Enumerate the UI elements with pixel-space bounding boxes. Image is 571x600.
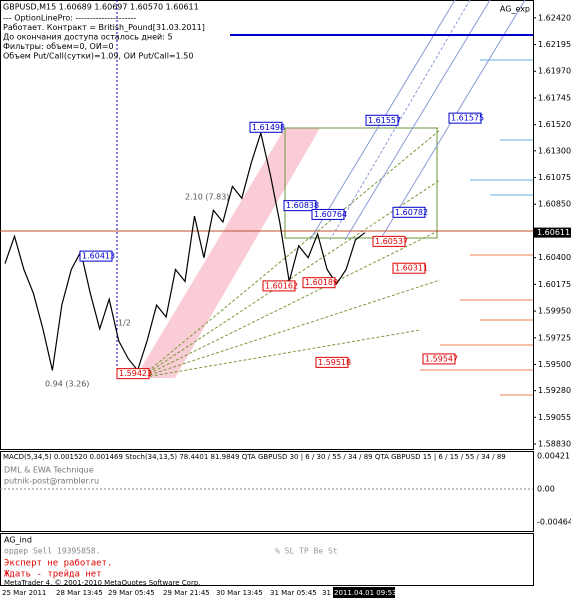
time-label: 28 Mar 13:45: [56, 589, 103, 597]
y-tick-label: 1.60175: [538, 280, 571, 289]
info-line: Работает. Контракт = British_Pound[31.03…: [3, 23, 205, 32]
level-box: [249, 121, 283, 133]
info-line: Объем Put/Call(сутки)=1.09, ОИ Put/Call=…: [3, 52, 193, 61]
level-box: [422, 353, 456, 365]
time-label: 29 Mar 05:45: [108, 589, 155, 597]
level-label: 1.60162: [265, 281, 298, 290]
level-label: 1.59547: [425, 354, 458, 363]
box: [284, 127, 438, 239]
y-tick-label: 1.59280: [538, 386, 571, 395]
time-label: 29 Mar 21:45: [163, 589, 210, 597]
time-label: 31: [322, 589, 331, 597]
expert-pane: [0, 533, 534, 586]
y-tick-label: 1.60400: [538, 253, 571, 262]
y-tick-label: 1.58830: [538, 440, 571, 449]
level-label: 1.61498: [252, 123, 285, 132]
y-tick-label: 1.59500: [538, 360, 571, 369]
time-label: 30 Mar 13:45: [216, 589, 263, 597]
macd-header: MACD(5,34,5) 0.001520 0.001469 Stoch(34,…: [3, 453, 506, 461]
indicator-name: AG_exp: [500, 5, 530, 14]
current-price-label: 1.60611: [537, 228, 570, 237]
level-box: [392, 206, 426, 218]
info-line: Фильтры: объем=0, ОИ=0: [3, 42, 114, 51]
expert-status: Эксперт не работает.: [4, 558, 112, 569]
level-label: 1.59423: [119, 369, 152, 378]
macd-tick: 0.00: [537, 485, 555, 494]
y-tick-label: 1.61075: [538, 173, 571, 182]
expert-name: AG_ind: [4, 536, 32, 545]
level-box: [262, 280, 296, 292]
expert-order: ордер Sell 19395858.: [4, 547, 100, 556]
volume-profile: [420, 254, 533, 396]
time-label: 31 Mar 05:45: [270, 589, 317, 597]
main-pane: [0, 0, 534, 450]
level-box: [79, 250, 113, 262]
info-line: До окончания доступа осталось дней: 5: [3, 33, 173, 42]
y-tick-label: 1.59725: [538, 333, 571, 342]
y-tick-label: 1.59055: [538, 413, 571, 422]
macd-pane: [0, 451, 534, 532]
y-tick-label: 1.59950: [538, 307, 571, 316]
annotation: 0.94 (3.26): [45, 380, 89, 389]
macd-tick: 0.00421: [537, 452, 570, 461]
level-box: [372, 235, 406, 247]
annotation: 1/2: [118, 319, 131, 328]
expert-columns: % SL TP Be St: [275, 547, 338, 556]
level-label: 1.60413: [82, 252, 115, 261]
level-box: [448, 112, 482, 124]
level-box: [315, 356, 349, 368]
level-label: 1.61557: [368, 116, 401, 125]
level-box: [311, 208, 345, 220]
y-tick-label: 1.62420: [538, 13, 571, 22]
level-box: [302, 277, 336, 289]
level-label: 1.60782: [395, 208, 428, 217]
y-tick-label: 1.60850: [538, 200, 571, 209]
price-line: [4, 130, 366, 372]
volume-profile-blue: [470, 59, 533, 196]
y-tick-label: 1.61300: [538, 146, 571, 155]
annotation: 2.10 (7.83): [185, 193, 229, 202]
level-label: 1.61575: [451, 114, 484, 123]
current-price-box: [534, 227, 571, 238]
level-box: [116, 368, 150, 380]
macd-note: DML & EWA Technique: [4, 466, 94, 475]
level-box: [365, 114, 399, 126]
macd-tick: -0.00464: [537, 518, 571, 527]
level-label: 1.60189: [305, 278, 338, 287]
expert-advice: Ждать - трейда нет: [4, 570, 102, 580]
y-tick-label: 1.62195: [538, 40, 571, 49]
level-label: 1.59518: [318, 358, 351, 367]
time-box: [333, 587, 395, 598]
y-tick-label: 1.61970: [538, 67, 571, 76]
level-label: 1.60537: [375, 237, 408, 246]
copyright: MetaTrader 4, © 2001-2010 MetaQuotes Sof…: [4, 579, 201, 587]
level-box: [283, 200, 317, 212]
level-label: 1.60311: [395, 264, 428, 273]
info-line: --- OptionLinePro: ---------------------: [3, 14, 136, 23]
time-label: 25 Mar 2011: [2, 589, 46, 597]
level-box: [392, 262, 426, 274]
level-label: 1.60838: [286, 201, 319, 210]
y-tick-label: 1.61745: [538, 93, 571, 102]
chart-title: GBPUSD,M15 1.60689 1.60697 1.60570 1.606…: [3, 3, 199, 12]
y-tick-label: 1.61520: [538, 120, 571, 129]
macd-note: putnik-post@rambler.ru: [4, 477, 99, 486]
time-label: 2011.04.01 09:53: [334, 589, 396, 597]
level-label: 1.60764: [314, 210, 347, 219]
